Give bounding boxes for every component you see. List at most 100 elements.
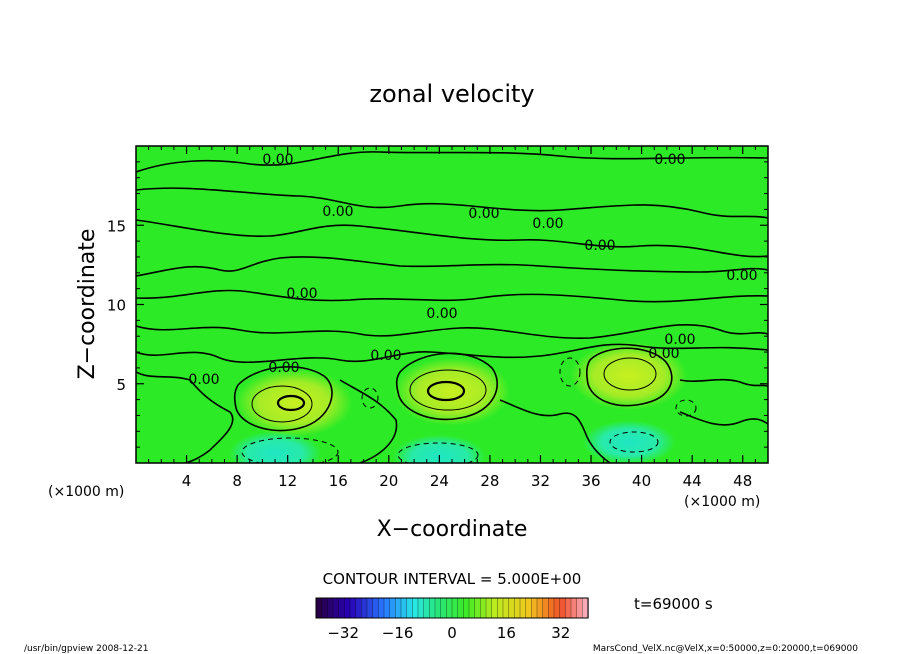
- x-tick-label: 16: [329, 472, 348, 490]
- plot-area: 0.00 0.000.00 0.000.000.000.000.000.000.00…: [136, 146, 768, 463]
- contour-line: [585, 347, 673, 407]
- colorbar-cell: [519, 597, 527, 619]
- contour-line: [675, 399, 697, 417]
- contour-line: [397, 442, 479, 463]
- colorbar-cell: [383, 597, 391, 619]
- contour-value-label: 0.00: [654, 152, 685, 168]
- colorbar-cell: [542, 597, 549, 619]
- colorbar-cell: [417, 597, 425, 619]
- colorbar-tick-label: −16: [382, 624, 414, 642]
- field-minimum: [582, 420, 675, 463]
- contour-lines: [136, 151, 768, 463]
- colorbar-cell: [429, 597, 436, 619]
- y-axis-label: Z−coordinate: [75, 229, 100, 380]
- colorbar-cell: [372, 597, 379, 619]
- colorbar-cell: [332, 597, 340, 619]
- contour-labels: 0.00 0.000.00 0.000.000.000.000.000.000.00…: [188, 152, 757, 388]
- x-tick-label: 44: [683, 472, 702, 490]
- colorbar-cell: [576, 597, 583, 619]
- colorbar-cell: [378, 597, 385, 619]
- x-unit-right: (×1000 m): [684, 494, 760, 510]
- x-tick-label: 48: [733, 472, 752, 490]
- contour-value-label: 0.00: [584, 238, 615, 254]
- time-label: t=69000 s: [634, 595, 713, 613]
- x-tick-label: 24: [430, 472, 449, 490]
- contour-line: [339, 379, 398, 463]
- colorbar-frame: [315, 597, 589, 619]
- contour-line: [241, 437, 339, 463]
- contour-line: [136, 187, 768, 219]
- colorbar-cell: [355, 597, 362, 619]
- colorbar-cell: [361, 597, 368, 619]
- colorbar-cell: [412, 597, 419, 619]
- contour-lines-negative: [241, 357, 697, 463]
- contour-value-label: 0.00: [322, 204, 353, 220]
- y-tick-label: 15: [107, 217, 126, 235]
- colorbar-cell: [480, 597, 487, 619]
- contour-line: [136, 289, 768, 303]
- contour-value-label: 0.00: [286, 286, 317, 302]
- contour-value-label: 0.00: [370, 348, 401, 364]
- colorbar-cell: [497, 597, 504, 619]
- contour-line: [499, 399, 611, 463]
- contour-lines-strong: [276, 380, 466, 412]
- contour-line: [136, 219, 768, 258]
- field-maximum: [570, 341, 687, 410]
- field-minimum: [393, 434, 486, 463]
- colorbar-cell: [315, 597, 323, 619]
- colorbar-tick-label: 16: [497, 624, 516, 642]
- x-tick-label: 40: [632, 472, 651, 490]
- colorbar-cell: [389, 597, 396, 619]
- colorbar-cell: [463, 597, 470, 619]
- colorbar-cell: [565, 597, 572, 619]
- colorbar-cell: [485, 597, 493, 619]
- colorbar-cell: [423, 597, 430, 619]
- colorbar-cell: [457, 597, 464, 619]
- contour-value-label: 0.00: [262, 152, 293, 168]
- colorbar-tick-label: 0: [447, 624, 457, 642]
- colorbar-cell: [531, 597, 538, 619]
- y-axis: 5 10 15: [107, 161, 768, 448]
- colorbar-cell: [536, 597, 544, 619]
- colorbar-cell: [451, 597, 459, 619]
- colorbar-cell: [321, 597, 328, 619]
- contour-line: [409, 369, 487, 411]
- x-tick-label: 36: [581, 472, 600, 490]
- colorbar-cell: [406, 597, 413, 619]
- colorbar-cell: [548, 597, 555, 619]
- x-axis: 4 8 12 16 20 24 28 32 36 40 44 48: [148, 146, 769, 490]
- colorbar-cell: [395, 597, 402, 619]
- x-tick-label: 4: [182, 472, 192, 490]
- contour-line: [136, 256, 768, 277]
- contour-value-label: 0.00: [726, 268, 757, 284]
- x-tick-label: 8: [232, 472, 242, 490]
- colorbar-cell: [468, 597, 476, 619]
- contour-value-label: 0.00: [268, 360, 299, 376]
- chart-title: zonal velocity: [369, 80, 534, 108]
- colorbar-cell: [491, 597, 498, 619]
- x-axis-label: X−coordinate: [377, 517, 528, 542]
- footer-left: /usr/bin/gpview 2008-12-21: [24, 644, 148, 654]
- colorbar-cell: [570, 597, 578, 619]
- colorbar: [315, 597, 589, 619]
- colorbar-cell: [553, 597, 561, 619]
- colorbar-ticks: −32 −16 0 16 32: [327, 624, 570, 642]
- x-tick-label: 20: [379, 472, 398, 490]
- contour-line: [609, 431, 659, 453]
- colorbar-cell: [327, 597, 334, 619]
- colorbar-cell: [559, 597, 566, 619]
- contour-line: [136, 323, 768, 339]
- contour-line: [426, 380, 466, 402]
- contour-line: [136, 151, 768, 173]
- x-tick-label: 32: [531, 472, 550, 490]
- contour-interval: CONTOUR INTERVAL = 5.000E+00: [323, 570, 582, 588]
- colorbar-cell: [508, 597, 515, 619]
- contour-line: [679, 378, 768, 387]
- footer-right: MarsCond_VelX.nc@VelX,x=0:50000,z=0:2000…: [593, 644, 858, 654]
- y-tick-label: 5: [116, 376, 126, 394]
- contour-line: [395, 352, 498, 421]
- colorbar-cell: [474, 597, 481, 619]
- contour-value-label: 0.00: [426, 306, 457, 322]
- x-tick-label: 28: [480, 472, 499, 490]
